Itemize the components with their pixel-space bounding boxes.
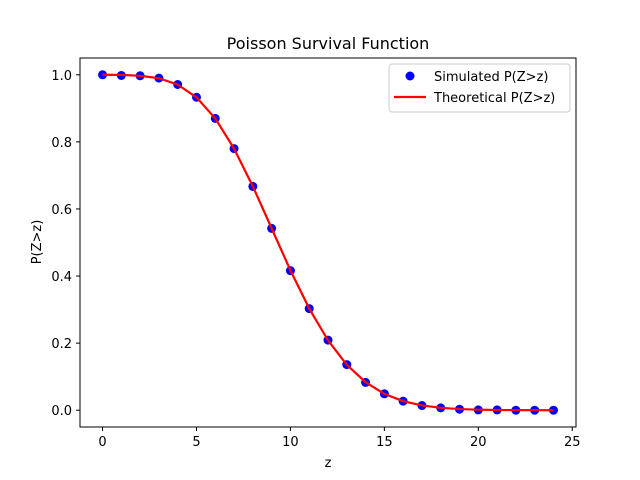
theoretical-line xyxy=(102,73,554,412)
legend-marker-simulated xyxy=(405,71,415,81)
chart-title: Poisson Survival Function xyxy=(227,34,430,53)
y-axis-label: P(Z>z) xyxy=(30,220,45,265)
y-axis-ticks: 0.0 0.2 0.4 0.6 0.8 1.0 xyxy=(51,69,80,419)
legend-label-simulated: Simulated P(Z>z) xyxy=(434,70,548,85)
x-tick-label: 15 xyxy=(376,435,393,450)
axes-frame xyxy=(79,57,577,428)
x-tick-label: 10 xyxy=(282,435,299,450)
simulated-point xyxy=(98,70,108,80)
x-tick-label: 0 xyxy=(98,435,106,450)
y-tick-label: 0.0 xyxy=(51,404,72,419)
x-tick-label: 25 xyxy=(564,435,581,450)
series-layer xyxy=(98,70,558,415)
y-tick-label: 0.6 xyxy=(51,203,72,218)
x-axis-label: z xyxy=(325,456,332,471)
y-tick-label: 0.8 xyxy=(51,136,72,151)
y-tick-label: 0.2 xyxy=(51,337,72,352)
legend-label-theoretical: Theoretical P(Z>z) xyxy=(433,91,555,106)
y-tick-label: 0.4 xyxy=(51,270,72,285)
x-axis-ticks: 0 5 10 15 20 25 xyxy=(98,427,581,450)
simulated-point xyxy=(548,405,558,415)
x-tick-label: 5 xyxy=(192,435,200,450)
legend: Simulated P(Z>z) Theoretical P(Z>z) xyxy=(388,63,571,113)
y-tick-label: 1.0 xyxy=(51,69,72,84)
x-tick-label: 20 xyxy=(470,435,487,450)
legend-box xyxy=(388,63,571,113)
